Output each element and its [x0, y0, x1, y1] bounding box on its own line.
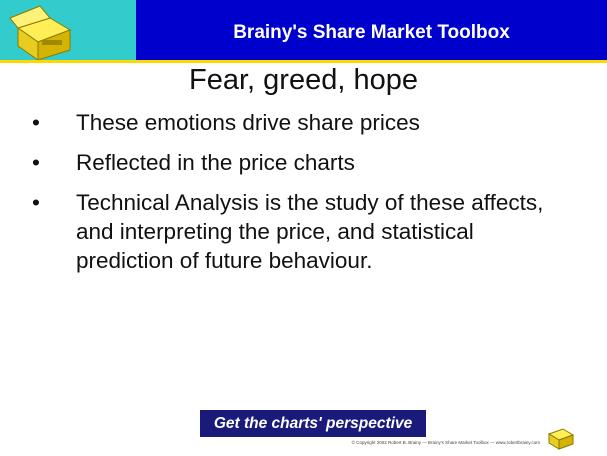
bullet: Technical Analysis is the study of these…	[28, 188, 558, 275]
toolbox-icon	[0, 0, 136, 60]
footer-icon	[545, 424, 577, 450]
footer-banner: Get the charts' perspective	[200, 410, 426, 437]
slide-title: Fear, greed, hope	[0, 64, 607, 97]
bullet: These emotions drive share prices	[28, 108, 558, 137]
header-logo-panel	[0, 0, 136, 60]
bullet: Reflected in the price charts	[28, 148, 558, 177]
bullet-list: These emotions drive share prices Reflec…	[28, 108, 558, 286]
header-rule	[0, 60, 607, 63]
copyright: © Copyright 2002 Robert B. Brainy — Brai…	[240, 440, 540, 445]
header-title: Brainy's Share Market Toolbox	[136, 22, 607, 44]
slide: Brainy's Share Market Toolbox Fear, gree…	[0, 0, 607, 456]
